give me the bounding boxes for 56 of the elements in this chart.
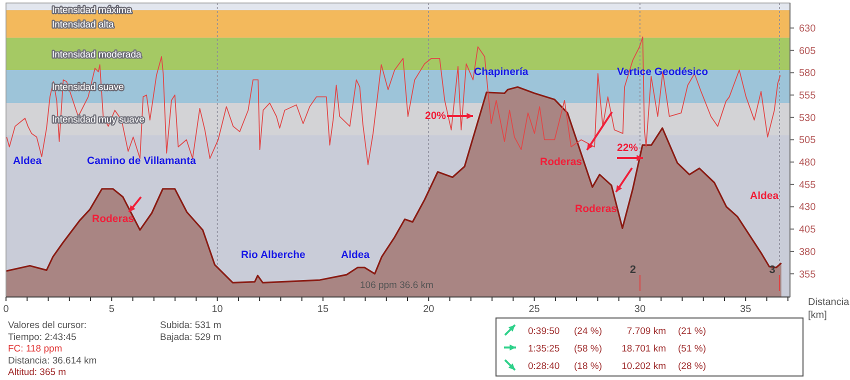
text: (24 %) (574, 326, 602, 337)
band-label: Intensidad moderada (52, 49, 142, 60)
annotation: Aldea (13, 155, 42, 167)
x-tick-label: 35 (740, 304, 752, 315)
annotation: Roderas (540, 156, 582, 168)
text: 7.709 km (626, 326, 666, 337)
y-tick-label: 355 (799, 269, 816, 280)
y-tick-label: 430 (799, 202, 816, 214)
annotation: 2 (630, 264, 636, 276)
x-tick-label: 10 (212, 304, 224, 315)
y-tick-label: 555 (799, 90, 816, 102)
text: (21 %) (678, 326, 706, 337)
x-axis-title: Distancia [km] (808, 297, 850, 321)
text: Subida: 531 m (160, 320, 222, 331)
annotation: Aldea (750, 190, 779, 202)
annotation: Roderas (575, 203, 618, 215)
annotation: 106 ppm 36.6 km (360, 280, 434, 291)
band-label: Intensidad alta (52, 20, 115, 30)
annotation: 20% (425, 110, 447, 122)
y-tick-label: 630 (799, 24, 816, 35)
annotation: Camino de Villamanta (87, 155, 196, 167)
annotation: Rio Alberche (241, 249, 306, 261)
annotation: Aldea (341, 249, 370, 261)
y-tick-label: 455 (799, 180, 816, 191)
y-tick-label: 530 (799, 112, 816, 124)
line-series (6, 36, 781, 166)
annotation: 3 (769, 264, 776, 276)
text: (51 %) (678, 344, 706, 354)
text: 1:35:25 (528, 344, 560, 354)
text: Valores del cursor: (8, 320, 86, 331)
x-tick-label: 30 (634, 304, 646, 315)
text: Altitud: 365 m (8, 367, 66, 378)
y-tick-label: 405 (799, 224, 816, 236)
annotation: 22% (617, 142, 639, 154)
y-tick-label: 480 (799, 158, 816, 169)
text: 10.202 km (622, 361, 666, 372)
annotation: Roderas (92, 213, 134, 225)
text: Bajada: 529 m (160, 332, 222, 343)
text: Tiempo: 2:43:45 (8, 332, 76, 343)
x-tick-label: 15 (317, 304, 329, 315)
text: FC: 118 ppm (8, 344, 62, 355)
y-tick-label: 580 (799, 68, 816, 80)
y-tick-label: 505 (799, 135, 816, 146)
x-tick-label: 5 (108, 304, 115, 315)
text: (58 %) (574, 344, 602, 354)
text: Distancia: 36.614 km (8, 355, 97, 366)
text: (28 %) (678, 361, 706, 372)
text: 18.701 km (622, 344, 666, 354)
x-tick-label: 20 (423, 304, 435, 315)
text: 0:28:40 (528, 361, 560, 372)
x-tick-label: 0 (3, 304, 10, 315)
text: (18 %) (574, 361, 602, 372)
y-tick-label: 380 (799, 246, 816, 258)
text: 0:39:50 (528, 326, 560, 337)
x-tick-label: 25 (528, 304, 540, 315)
y-tick-label: 605 (799, 46, 816, 57)
